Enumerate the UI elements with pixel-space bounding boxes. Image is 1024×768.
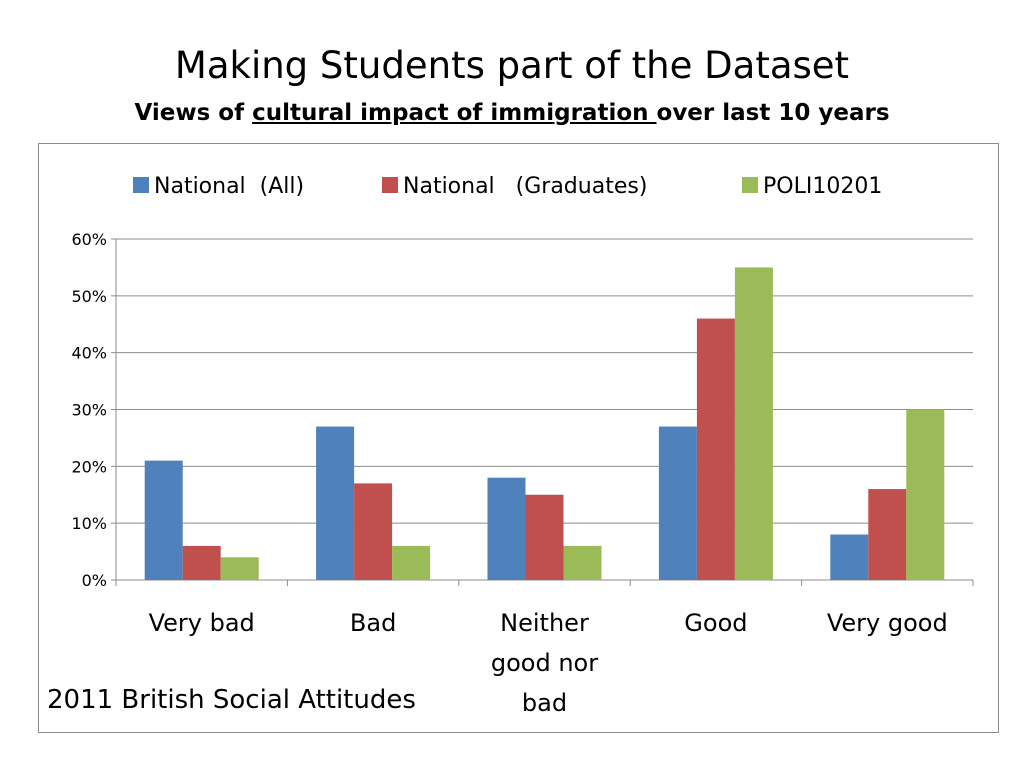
legend-label: National (All) xyxy=(154,174,304,199)
category-label: Very good xyxy=(827,609,948,637)
category-label: Good xyxy=(684,609,747,637)
bar-3 xyxy=(906,409,945,580)
bar-3 xyxy=(392,545,431,580)
bar-2 xyxy=(868,489,907,580)
bar-1 xyxy=(487,477,526,580)
legend-label: National (Graduates) xyxy=(403,174,647,199)
y-tick-label: 30% xyxy=(71,401,107,420)
bar-1 xyxy=(144,460,183,580)
y-tick-label: 20% xyxy=(71,457,107,476)
category-label: bad xyxy=(522,689,567,717)
subtitle-suffix: over last 10 years xyxy=(656,100,890,126)
slide-title: Making Students part of the Dataset xyxy=(174,44,850,87)
category-label: Neither xyxy=(500,609,589,637)
bar-chart: 0% 10% 20% 30% 40% 50% 60% Very bad Bad Neither go… xyxy=(71,174,974,717)
bar-2 xyxy=(182,545,221,580)
bar-1 xyxy=(316,426,355,580)
y-tick-label: 0% xyxy=(82,571,107,590)
y-tick-label: 40% xyxy=(71,344,107,363)
bar-3 xyxy=(734,267,773,580)
category-label: Bad xyxy=(350,609,396,637)
bar-2 xyxy=(354,483,393,580)
category-label: Very bad xyxy=(149,609,255,637)
bar-3 xyxy=(220,557,259,580)
legend-swatch xyxy=(382,177,398,193)
bar-2 xyxy=(525,494,564,580)
subtitle-prefix: Views of xyxy=(134,100,253,126)
chart-frame: 0% 10% 20% 30% 40% 50% 60% Very bad Bad Neither go… xyxy=(38,143,999,733)
bar-2 xyxy=(696,318,735,580)
legend-swatch xyxy=(742,177,758,193)
legend-label: POLI10201 xyxy=(763,174,882,199)
bar-1 xyxy=(658,426,697,580)
subtitle-underlined: cultural impact of immigration xyxy=(252,100,657,126)
y-tick-label: 10% xyxy=(71,514,107,533)
y-tick-label: 50% xyxy=(71,287,107,306)
category-label: good nor xyxy=(491,649,598,677)
legend-swatch xyxy=(133,177,149,193)
slide-subtitle: Views of cultural impact of immigration … xyxy=(0,96,1024,130)
bar-1 xyxy=(830,534,869,580)
y-tick-label: 60% xyxy=(71,230,107,249)
source-note: 2011 British Social Attitudes xyxy=(47,685,416,715)
bar-3 xyxy=(563,545,602,580)
